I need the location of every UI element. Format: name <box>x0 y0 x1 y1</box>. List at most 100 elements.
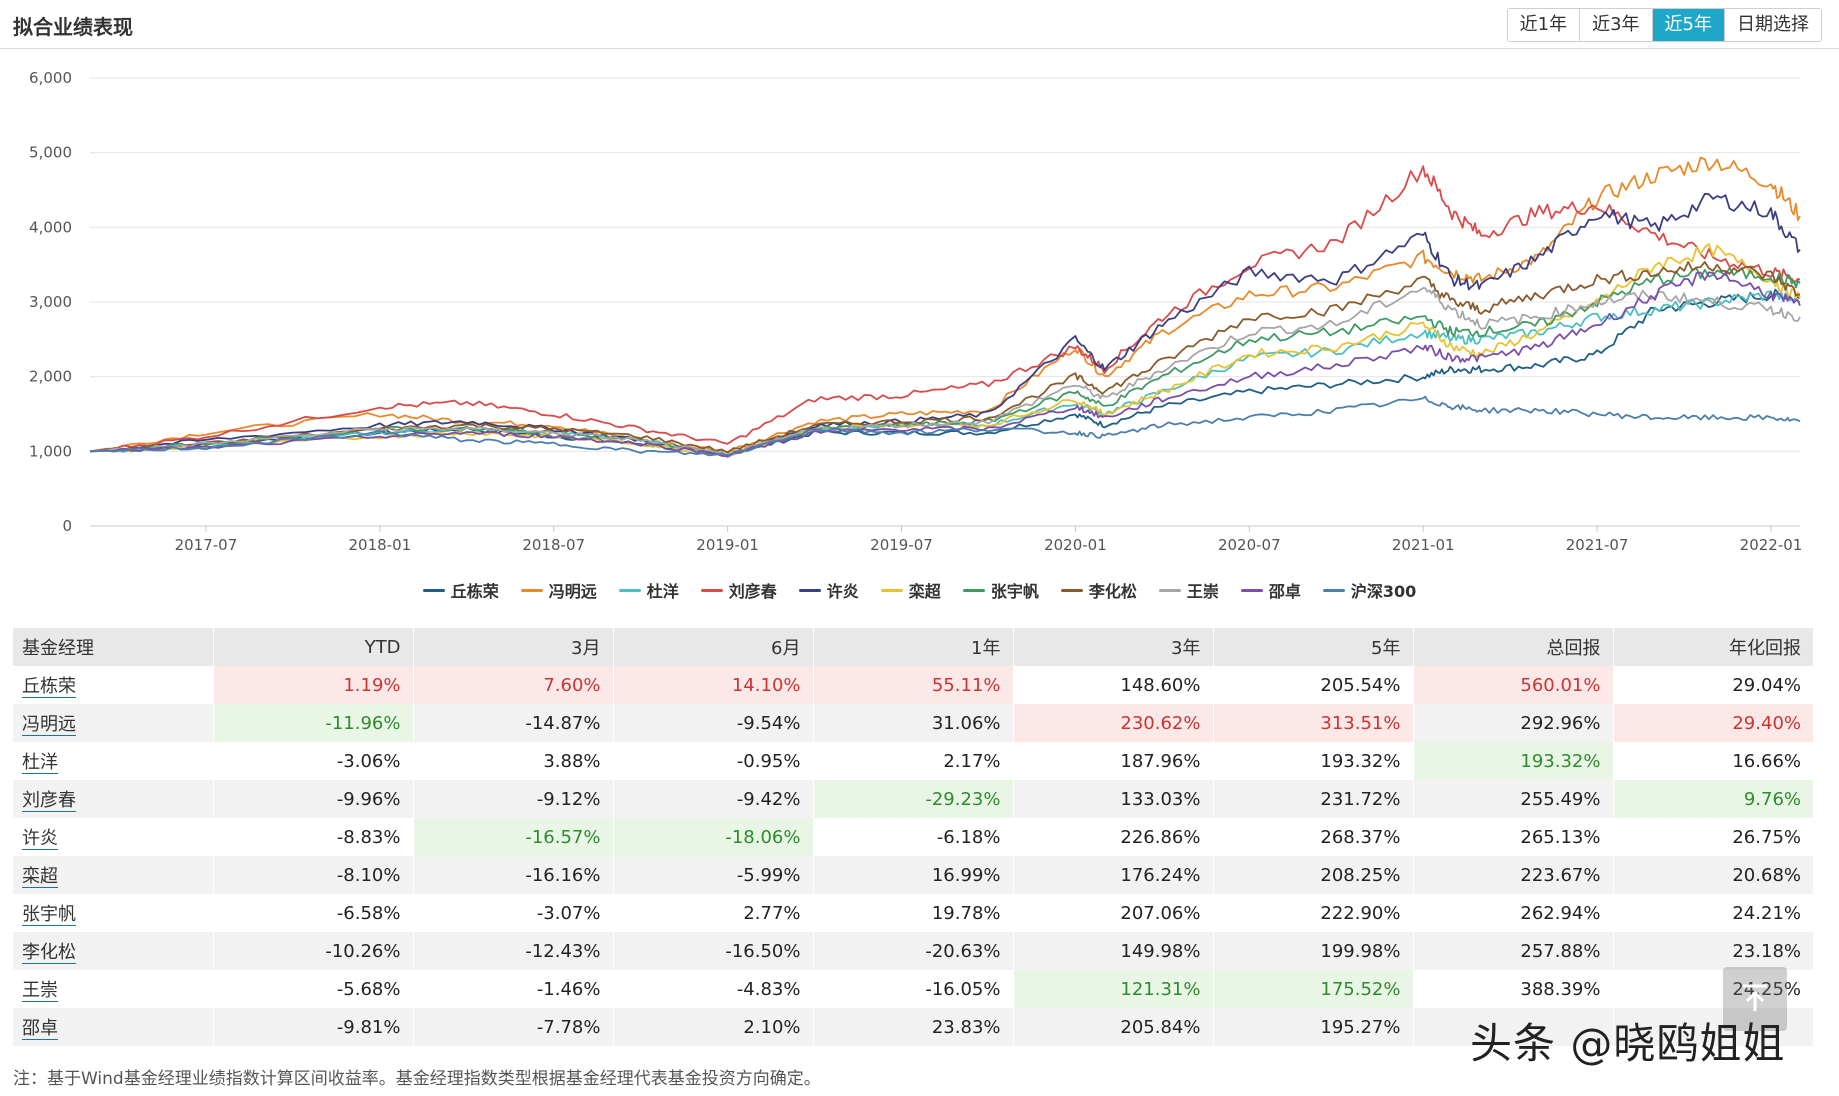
column-header[interactable]: 3年 <box>1012 628 1213 666</box>
manager-link[interactable]: 张宇帆 <box>22 904 76 926</box>
value-cell: 313.51% <box>1212 704 1413 742</box>
column-header[interactable]: 总回报 <box>1412 628 1613 666</box>
value-cell: -9.96% <box>212 780 413 818</box>
range-5y-button[interactable]: 近5年 <box>1651 9 1724 41</box>
column-header[interactable]: 年化回报 <box>1612 628 1813 666</box>
value-cell: 16.66% <box>1612 742 1813 780</box>
manager-link[interactable]: 刘彦春 <box>22 790 76 812</box>
value-cell: 199.98% <box>1212 932 1413 970</box>
value-cell: 388.39% <box>1412 970 1613 1008</box>
legend-swatch <box>700 588 723 592</box>
value-cell: 121.31% <box>1012 970 1213 1008</box>
legend-item[interactable]: 许炎 <box>798 578 859 602</box>
chart-legend: 丘栋荣 冯明远 杜洋 刘彦春 许炎 栾超 张宇帆 李化松 王崇 邵卓 沪深300 <box>0 578 1839 602</box>
value-cell: -18.06% <box>612 818 813 856</box>
value-cell: 29.40% <box>1612 704 1813 742</box>
legend-label: 刘彦春 <box>728 582 777 601</box>
x-tick-label: 2022-01 <box>1740 536 1803 552</box>
value-cell: -20.63% <box>812 932 1013 970</box>
legend-item[interactable]: 冯明远 <box>520 578 597 602</box>
x-tick-label: 2020-01 <box>1044 536 1107 552</box>
manager-link[interactable]: 许炎 <box>22 828 58 850</box>
manager-cell: 冯明远 <box>13 704 213 742</box>
y-tick-label: 6,000 <box>29 69 72 87</box>
table-row: 杜洋 -3.06% 3.88% -0.95% 2.17% 187.96% 193.32% 19… <box>13 742 1813 780</box>
legend-item[interactable]: 王崇 <box>1158 578 1219 602</box>
x-tick-label: 2021-01 <box>1392 536 1455 552</box>
legend-label: 丘栋荣 <box>450 582 499 601</box>
value-cell: 257.88% <box>1412 932 1613 970</box>
value-cell: -3.07% <box>412 894 613 932</box>
legend-swatch <box>520 588 543 592</box>
panel-header: 拟合业绩表现 近1年 近3年 近5年 日期选择 <box>0 0 1839 49</box>
value-cell: 175.52% <box>1212 970 1413 1008</box>
page-title: 拟合业绩表现 <box>13 15 133 39</box>
back-to-top-button[interactable] <box>1723 967 1787 1031</box>
column-header[interactable]: 3月 <box>412 628 613 666</box>
legend-item[interactable]: 张宇帆 <box>962 578 1039 602</box>
value-cell: -11.96% <box>212 704 413 742</box>
manager-link[interactable]: 邵卓 <box>22 1018 58 1040</box>
legend-swatch <box>1240 588 1263 592</box>
value-cell: 133.03% <box>1012 780 1213 818</box>
column-header[interactable]: 5年 <box>1212 628 1413 666</box>
manager-link[interactable]: 李化松 <box>22 942 76 964</box>
range-3y-button[interactable]: 近3年 <box>1579 9 1652 41</box>
value-cell: 255.49% <box>1412 780 1613 818</box>
legend-swatch <box>422 588 445 592</box>
value-cell: 7.60% <box>412 666 613 704</box>
legend-item[interactable]: 杜洋 <box>618 578 679 602</box>
value-cell: -4.83% <box>612 970 813 1008</box>
table-row: 邵卓 -9.81% -7.78% 2.10% 23.83% 205.84% 195.27% <box>13 1008 1813 1046</box>
value-cell: 265.13% <box>1412 818 1613 856</box>
legend-item[interactable]: 邵卓 <box>1240 578 1301 602</box>
manager-link[interactable]: 王崇 <box>22 980 58 1002</box>
series-line-4 <box>89 192 1801 458</box>
column-header[interactable]: 6月 <box>612 628 813 666</box>
manager-link[interactable]: 杜洋 <box>22 752 58 774</box>
value-cell: -7.78% <box>412 1008 613 1046</box>
value-cell: -0.95% <box>612 742 813 780</box>
legend-item[interactable]: 栾超 <box>880 578 941 602</box>
manager-link[interactable]: 丘栋荣 <box>22 676 76 698</box>
legend-swatch <box>1322 588 1345 592</box>
legend-item[interactable]: 刘彦春 <box>700 578 777 602</box>
manager-cell: 刘彦春 <box>13 780 213 818</box>
manager-cell: 杜洋 <box>13 742 213 780</box>
range-1y-button[interactable]: 近1年 <box>1507 9 1580 41</box>
legend-item[interactable]: 沪深300 <box>1322 578 1417 602</box>
manager-link[interactable]: 栾超 <box>22 866 58 888</box>
x-tick-label: 2020-07 <box>1218 536 1281 552</box>
value-cell: -6.58% <box>212 894 413 932</box>
table-row: 丘栋荣 1.19% 7.60% 14.10% 55.11% 148.60% 205.54% 5… <box>13 666 1813 704</box>
table-row: 王崇 -5.68% -1.46% -4.83% -16.05% 121.31% 175.52… <box>13 970 1813 1008</box>
legend-item[interactable]: 丘栋荣 <box>422 578 499 602</box>
column-header[interactable]: 基金经理 <box>13 628 213 666</box>
legend-item[interactable]: 李化松 <box>1060 578 1137 602</box>
series-line-9 <box>89 271 1801 458</box>
table-row: 冯明远 -11.96% -14.87% -9.54% 31.06% 230.62% 313.… <box>13 704 1813 742</box>
value-cell: -5.99% <box>612 856 813 894</box>
value-cell: 31.06% <box>812 704 1013 742</box>
column-header[interactable]: 1年 <box>812 628 1013 666</box>
value-cell: 187.96% <box>1012 742 1213 780</box>
value-cell: 1.19% <box>212 666 413 704</box>
value-cell: 26.75% <box>1612 818 1813 856</box>
value-cell: -16.50% <box>612 932 813 970</box>
y-tick-label: 1,000 <box>29 442 72 460</box>
series-line-0 <box>89 288 1801 458</box>
x-tick-label: 2018-01 <box>348 536 411 552</box>
legend-swatch <box>1060 588 1083 592</box>
value-cell: 226.86% <box>1012 818 1213 856</box>
value-cell: -12.43% <box>412 932 613 970</box>
value-cell: -6.18% <box>812 818 1013 856</box>
value-cell: -16.16% <box>412 856 613 894</box>
value-cell: 292.96% <box>1412 704 1613 742</box>
manager-link[interactable]: 冯明远 <box>22 714 76 736</box>
value-cell: 222.90% <box>1212 894 1413 932</box>
value-cell: 23.18% <box>1612 932 1813 970</box>
series-line-10 <box>89 395 1801 457</box>
column-header[interactable]: YTD <box>212 628 413 666</box>
legend-label: 沪深300 <box>1350 582 1417 601</box>
date-picker-button[interactable]: 日期选择 <box>1724 9 1821 41</box>
